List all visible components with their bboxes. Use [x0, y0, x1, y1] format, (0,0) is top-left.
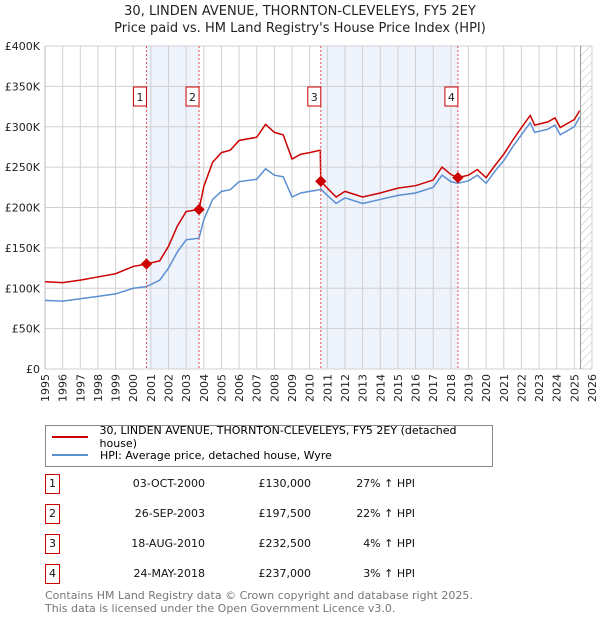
- property-price-line: [44, 110, 581, 284]
- sale-date: 24-MAY-2018: [133, 567, 205, 580]
- legend-label-property: 30, LINDEN AVENUE, THORNTON-CLEVELEYS, F…: [99, 424, 457, 450]
- footer-licence: This data is licensed under the Open Gov…: [45, 602, 396, 615]
- x-tick-label: 2017: [427, 374, 440, 402]
- sale-price: £130,000: [258, 477, 312, 490]
- x-tick-label: 2025: [568, 374, 581, 402]
- sale-price: £197,500: [258, 507, 312, 520]
- sale-point: [315, 175, 327, 187]
- x-tick-label: 1998: [92, 374, 105, 402]
- sale-label-number: 1: [136, 91, 143, 104]
- sale-price: £237,000: [258, 567, 312, 580]
- x-tick-label: 2012: [339, 374, 352, 402]
- x-tick-label: 2015: [392, 374, 405, 402]
- sale-date: 18-AUG-2010: [131, 537, 205, 550]
- sale-marker-number: 1: [45, 474, 60, 494]
- y-tick-label: £200K: [5, 202, 41, 215]
- x-tick-label: 2004: [198, 374, 211, 402]
- sale-price: £232,500: [258, 537, 312, 550]
- plot-area: 1995 1996 1997 1998 1999 2000 2001 2002 2003 2004…: [5, 40, 599, 402]
- footer-copyright: Contains HM Land Registry data © Crown c…: [45, 589, 473, 602]
- x-tick-label: 2018: [445, 374, 458, 402]
- sale-label-box: [185, 86, 200, 107]
- y-tick-label: £0: [26, 363, 40, 376]
- sale-row: 1 03-OCT-2000 £130,000 27% ↑ HPI: [45, 474, 445, 494]
- x-tick-label: 2005: [215, 374, 228, 402]
- sale-marker-number: 3: [45, 534, 60, 554]
- x-tick-label: 2002: [163, 374, 176, 402]
- sale-hpi-diff: 27% ↑ HPI: [356, 477, 415, 490]
- chart-title: 30, LINDEN AVENUE, THORNTON-CLEVELEYS, F…: [124, 4, 476, 19]
- x-tick-label: 2008: [268, 374, 281, 402]
- x-tick-label: 2001: [145, 374, 158, 402]
- legend-swatch-hpi: [52, 454, 88, 456]
- sale-row: 3 18-AUG-2010 £232,500 4% ↑ HPI: [45, 534, 445, 554]
- x-tick-label: 2009: [286, 374, 299, 402]
- x-tick-label: 2003: [180, 374, 193, 402]
- sale-hpi-diff: 3% ↑ HPI: [363, 567, 415, 580]
- sale-hpi-diff: 4% ↑ HPI: [363, 537, 415, 550]
- x-tick-label: 2011: [321, 374, 334, 402]
- x-tick-label: 2023: [533, 374, 546, 402]
- y-tick-label: £400K: [5, 40, 41, 53]
- sale-row: 4 24-MAY-2018 £237,000 3% ↑ HPI: [45, 564, 445, 584]
- sale-marker-number: 2: [45, 504, 60, 524]
- x-tick-label: 1995: [39, 374, 52, 402]
- x-tick-label: 2016: [410, 374, 423, 402]
- sale-label-box: [132, 86, 147, 107]
- x-tick-label: 2021: [498, 374, 511, 402]
- x-tick-label: 2024: [551, 374, 564, 402]
- x-tick-label: 1999: [110, 374, 123, 402]
- x-tick-label: 2007: [251, 374, 264, 402]
- sale-point: [140, 258, 153, 270]
- sale-point: [452, 171, 464, 184]
- x-tick-label: 1996: [57, 374, 70, 402]
- y-tick-label: £50K: [12, 323, 41, 336]
- x-tick-label: 2019: [462, 374, 475, 402]
- x-tick-label: 2022: [515, 374, 528, 402]
- legend: 30, LINDEN AVENUE, THORNTON-CLEVELEYS, F…: [45, 424, 493, 467]
- hpi-line: [44, 116, 581, 302]
- sale-date: 03-OCT-2000: [132, 477, 205, 490]
- chart-subtitle: Price paid vs. HM Land Registry's House …: [114, 21, 486, 36]
- x-tick-label: 2000: [127, 374, 140, 402]
- sale-marker-number: 4: [45, 564, 60, 584]
- x-tick-label: 2014: [374, 374, 387, 402]
- x-tick-label: 2006: [233, 374, 246, 402]
- y-tick-label: £300K: [5, 121, 41, 134]
- sale-point: [193, 203, 205, 216]
- sale-hpi-diff: 22% ↑ HPI: [356, 507, 415, 520]
- x-tick-label: 1997: [74, 374, 87, 402]
- sale-label-number: 4: [448, 91, 455, 104]
- legend-swatch-property: [52, 436, 88, 438]
- x-tick-label: 2020: [480, 374, 493, 402]
- legend-label-hpi: HPI: Average price, detached house, Wyre: [100, 448, 332, 462]
- y-tick-label: £100K: [5, 282, 41, 295]
- x-tick-label: 2010: [304, 374, 317, 402]
- y-tick-label: £150K: [5, 242, 41, 255]
- x-tick-label: 2013: [357, 374, 370, 402]
- y-tick-label: £250K: [5, 161, 41, 174]
- y-tick-label: £350K: [5, 80, 41, 93]
- sale-label-box: [444, 86, 459, 107]
- sale-label-number: 2: [189, 91, 196, 104]
- sale-label-box: [307, 86, 322, 107]
- sale-date: 26-SEP-2003: [134, 507, 205, 520]
- sale-label-number: 3: [311, 91, 318, 104]
- sale-row: 2 26-SEP-2003 £197,500 22% ↑ HPI: [45, 504, 445, 524]
- x-tick-label: 2026: [586, 374, 599, 402]
